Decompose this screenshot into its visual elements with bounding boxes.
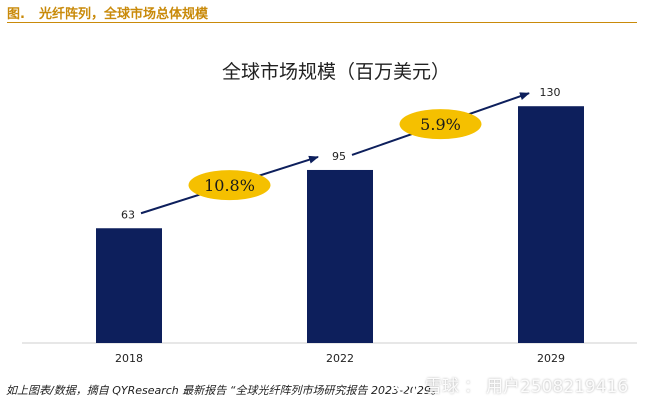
- source-note: 如上图表/数据，摘自 QYResearch 最新报告 “全球光纤阵列市场研究报告…: [6, 384, 442, 397]
- growth-rate-label-2: 5.9%: [420, 115, 461, 134]
- watermark-separator: ：: [464, 376, 481, 397]
- growth-ellipse-2: [399, 109, 482, 140]
- caption-divider: [7, 22, 637, 23]
- bar-2022: [307, 169, 373, 343]
- data-label-2029: 130: [540, 86, 561, 99]
- growth-rate-label-1: 10.8%: [204, 176, 255, 195]
- watermark: 雪球：用户2508219416: [394, 370, 628, 398]
- data-label-2022: 95: [332, 150, 346, 163]
- figure-caption-text: 光纤阵列，全球市场总体规模: [38, 7, 208, 22]
- growth-ellipse-1: [188, 170, 271, 201]
- labels-group: 63 2018 95 2022 130 2029: [115, 86, 565, 365]
- x-tick-label-2018: 2018: [115, 352, 143, 365]
- snowball-logo-icon: [394, 371, 420, 397]
- x-tick-label-2022: 2022: [326, 352, 354, 365]
- figure-caption: 图. 光纤阵列，全球市场总体规模: [7, 3, 208, 22]
- growth-annotations: 10.8% 5.9%: [140, 92, 530, 215]
- data-label-2018: 63: [121, 208, 135, 221]
- bar-2018: [96, 228, 162, 343]
- x-tick-label-2029: 2029: [537, 352, 565, 365]
- bars-group: [96, 106, 584, 343]
- watermark-user: 用户2508219416: [486, 376, 629, 397]
- figure-label: 图.: [7, 7, 25, 22]
- bar-2029: [518, 106, 584, 343]
- chart-title: 全球市场规模（百万美元）: [222, 61, 450, 83]
- watermark-brand: 雪球: [425, 376, 459, 397]
